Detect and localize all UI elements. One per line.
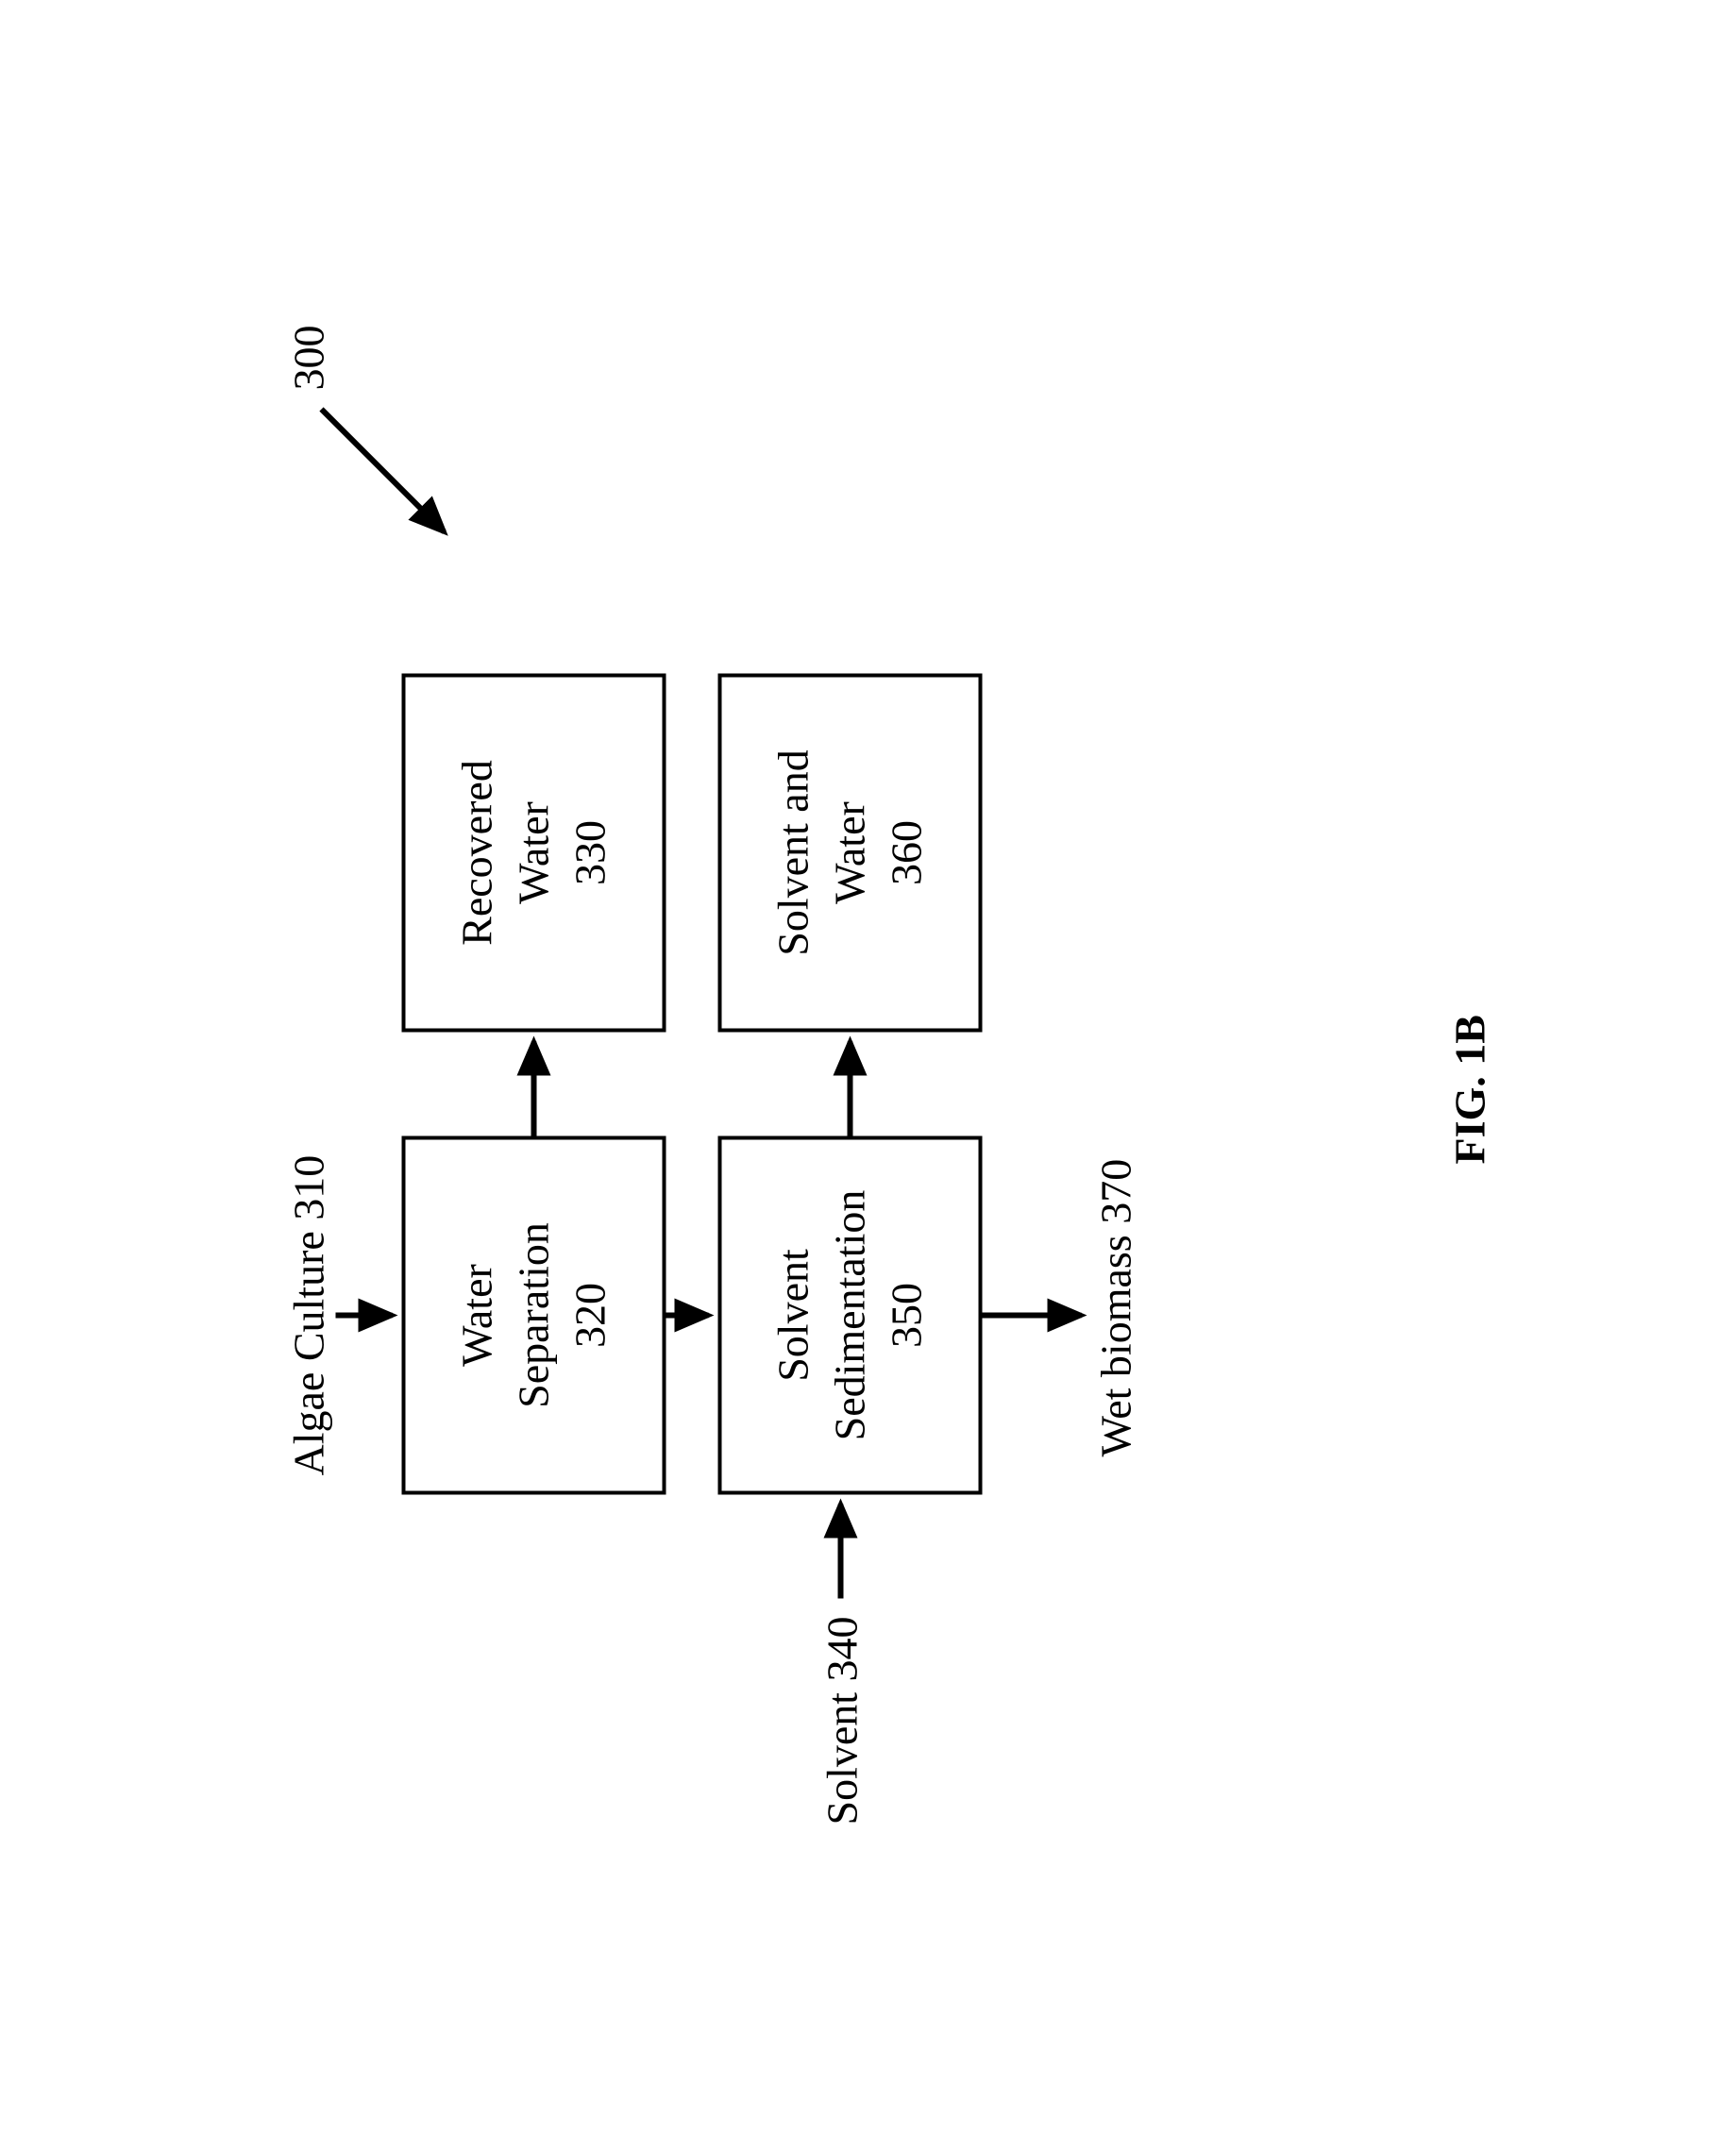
algae-culture-label: Algae Culture 310 [283,1154,333,1475]
box-text-line: Solvent and [765,749,821,955]
wet-biomass-label: Wet biomass 370 [1090,1158,1140,1456]
solvent-label: Solvent 340 [817,1616,867,1825]
solvent-and-water-box: Solvent and Water 360 [717,673,982,1032]
solvent-sedimentation-box: Solvent Sedimentation 350 [717,1135,982,1494]
box-text-line: 330 [562,820,618,885]
water-separation-box: Water Separation 320 [401,1135,666,1494]
figure-caption: FIG. 1B [1444,1015,1494,1164]
box-text-line: Separation [505,1222,562,1408]
box-text-line: 350 [878,1283,935,1348]
box-text-line: Water [821,801,878,904]
box-text-line: 360 [878,820,935,885]
box-text-line: Water [448,1264,505,1367]
figure-number-label: 300 [283,325,333,390]
box-text-line: Sedimentation [821,1189,878,1440]
diagram-container: Algae Culture 310 Solvent 340 Wet biomas… [0,0,1736,2136]
box-text-line: Water [505,801,562,904]
box-text-line: 320 [562,1283,618,1348]
box-text-line: Recovered [448,760,505,946]
recovered-water-box: Recovered Water 330 [401,673,666,1032]
box-text-line: Solvent [765,1249,821,1382]
